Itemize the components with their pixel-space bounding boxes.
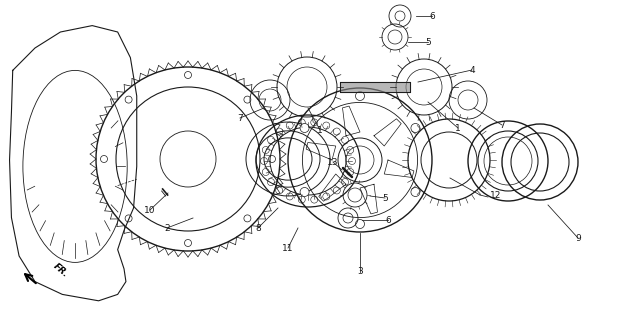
Circle shape — [356, 220, 364, 228]
Text: 12: 12 — [490, 190, 501, 199]
Text: 2: 2 — [164, 223, 170, 233]
Text: 7: 7 — [237, 114, 243, 123]
Text: 4: 4 — [469, 66, 475, 75]
Circle shape — [411, 188, 420, 196]
Text: 1: 1 — [455, 124, 461, 132]
Text: 6: 6 — [385, 215, 391, 225]
Circle shape — [411, 124, 420, 132]
Text: 11: 11 — [282, 244, 294, 252]
Text: 5: 5 — [382, 194, 388, 203]
Text: 1: 1 — [317, 125, 323, 134]
Text: FR.: FR. — [52, 261, 71, 279]
Text: 3: 3 — [357, 268, 363, 276]
Text: 13: 13 — [328, 157, 339, 166]
Circle shape — [300, 124, 309, 132]
Text: 8: 8 — [255, 223, 261, 233]
Circle shape — [356, 92, 364, 100]
Circle shape — [300, 188, 309, 196]
Text: 9: 9 — [575, 234, 581, 243]
Text: 6: 6 — [429, 12, 435, 20]
Text: 7: 7 — [499, 121, 505, 130]
Text: 5: 5 — [425, 37, 431, 46]
Text: 10: 10 — [144, 205, 156, 214]
